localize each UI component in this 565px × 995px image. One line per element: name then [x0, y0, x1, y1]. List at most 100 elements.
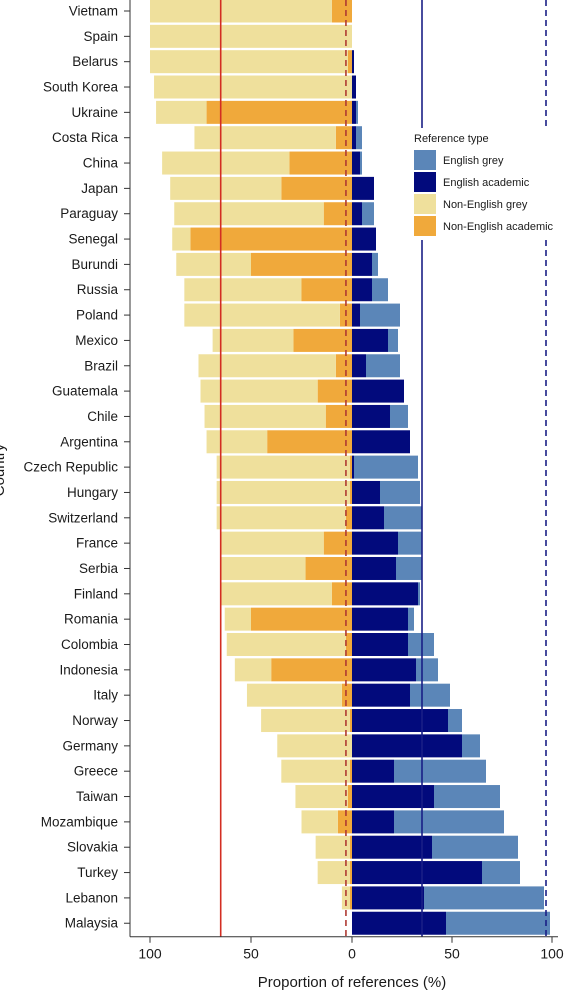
bar-mexico-non-english-grey: [212, 328, 294, 352]
x-tick-label-3: 50: [444, 946, 460, 962]
bar-argentina-non-english-grey: [206, 430, 268, 454]
category-label-chile: Chile: [87, 409, 118, 424]
bar-colombia-non-english-grey: [226, 633, 346, 656]
category-label-colombia: Colombia: [61, 637, 119, 652]
bar-france-english-grey: [398, 531, 422, 555]
bar-turkey-english-academic: [352, 861, 482, 885]
category-label-china: China: [83, 156, 119, 171]
bar-germany-english-academic: [352, 734, 462, 758]
bar-turkey-non-english-grey: [317, 861, 350, 885]
category-label-czech-republic: Czech Republic: [23, 460, 118, 475]
bar-lebanon-english-grey: [424, 886, 544, 910]
bar-switzerland-non-english-academic: [345, 506, 352, 530]
category-labels-layer: Vietnam Spain Belarus South Korea Ukraine Cos…: [23, 4, 118, 931]
bar-chile-non-english-academic: [325, 404, 352, 428]
legend-swatch-non-english-academic: [414, 216, 436, 236]
bar-mexico-non-english-academic: [293, 328, 352, 352]
bar-germany-non-english-grey: [277, 734, 352, 758]
bar-finland-non-english-academic: [331, 582, 352, 606]
bar-mexico-english-academic: [352, 328, 388, 352]
legend-swatch-non-english-grey: [414, 194, 436, 214]
bar-poland-english-academic: [352, 303, 360, 327]
bar-czech-republic-non-english-grey: [216, 455, 350, 479]
bar-japan-english-academic: [352, 176, 374, 200]
bar-brazil-non-english-academic: [335, 354, 352, 378]
bar-china-english-academic: [352, 151, 360, 175]
bar-greece-english-grey: [394, 759, 486, 783]
bar-japan-non-english-grey: [170, 176, 282, 200]
category-label-norway: Norway: [72, 713, 118, 728]
bar-colombia-english-grey: [408, 633, 434, 656]
bar-turkey-non-english-academic: [349, 861, 352, 885]
category-label-senegal: Senegal: [68, 232, 118, 247]
bar-burundi-non-english-academic: [251, 252, 352, 276]
bar-south-korea-non-english-grey: [154, 75, 352, 99]
bar-chile-english-academic: [352, 404, 390, 428]
y-axis-title: Country: [0, 443, 8, 496]
legend-swatch-english-grey: [414, 150, 436, 170]
bar-serbia-english-academic: [352, 556, 396, 580]
bar-mozambique-non-english-grey: [301, 810, 338, 834]
legend-title: Reference type: [414, 133, 489, 145]
bar-czech-republic-english-academic: [352, 455, 354, 479]
bar-costa-rica-english-academic: [352, 126, 356, 150]
category-label-slovakia: Slovakia: [67, 840, 119, 855]
category-label-ukraine: Ukraine: [71, 105, 118, 120]
category-label-russia: Russia: [77, 282, 119, 297]
bar-paraguay-non-english-grey: [174, 202, 324, 226]
bar-ukraine-english-grey: [356, 100, 358, 124]
bar-slovakia-non-english-grey: [315, 835, 350, 859]
bar-malaysia-english-grey: [446, 911, 550, 935]
bar-czech-republic-english-grey: [354, 455, 418, 479]
bar-hungary-non-english-academic: [349, 480, 352, 504]
bar-costa-rica-non-english-grey: [194, 126, 336, 150]
bar-mozambique-english-academic: [352, 810, 394, 834]
bar-malaysia-english-academic: [352, 911, 446, 935]
bar-vietnam-non-english-grey: [150, 0, 332, 23]
category-label-vietnam: Vietnam: [69, 4, 118, 19]
bar-italy-english-academic: [352, 683, 410, 707]
bar-guatemala-english-academic: [352, 379, 404, 403]
bar-greece-non-english-academic: [349, 759, 352, 783]
bar-italy-english-grey: [410, 683, 450, 707]
bar-romania-non-english-grey: [224, 607, 251, 631]
legend-label-english-grey: English grey: [443, 155, 504, 167]
category-label-turkey: Turkey: [77, 865, 118, 880]
x-tick-label-2: 0: [348, 946, 356, 962]
bar-finland-english-grey: [418, 582, 420, 606]
bar-brazil-non-english-grey: [198, 354, 336, 378]
bar-slovakia-non-english-academic: [349, 835, 352, 859]
bar-brazil-english-grey: [366, 354, 400, 378]
bar-finland-non-english-grey: [220, 582, 332, 606]
bar-poland-non-english-grey: [184, 303, 340, 327]
legend-swatch-english-academic: [414, 172, 436, 192]
bar-ukraine-non-english-academic: [206, 100, 352, 124]
category-label-paraguay: Paraguay: [60, 206, 118, 221]
category-label-finland: Finland: [74, 586, 118, 601]
bar-hungary-non-english-grey: [216, 480, 350, 504]
bar-poland-english-grey: [360, 303, 400, 327]
category-label-japan: Japan: [81, 181, 118, 196]
bar-colombia-english-academic: [352, 633, 408, 656]
bar-guatemala-non-english-grey: [200, 379, 318, 403]
bar-china-english-grey: [360, 151, 362, 175]
bar-vietnam-non-english-academic: [331, 0, 352, 23]
bar-burundi-english-grey: [372, 252, 378, 276]
x-tick-label-4: 100: [540, 946, 564, 962]
category-label-switzerland: Switzerland: [48, 510, 118, 525]
category-label-taiwan: Taiwan: [76, 789, 118, 804]
category-label-greece: Greece: [74, 764, 118, 779]
bar-slovakia-english-grey: [432, 835, 518, 859]
bar-serbia-non-english-grey: [220, 556, 306, 580]
bar-china-non-english-grey: [162, 151, 290, 175]
legend-label-non-english-grey: Non-English grey: [443, 199, 528, 211]
bar-brazil-english-academic: [352, 354, 366, 378]
bar-france-english-academic: [352, 531, 398, 555]
bar-italy-non-english-grey: [246, 683, 342, 707]
bar-norway-non-english-academic: [349, 709, 352, 733]
bar-ukraine-non-english-grey: [156, 100, 207, 124]
bar-burundi-english-academic: [352, 252, 372, 276]
bar-argentina-english-academic: [352, 430, 410, 454]
bar-switzerland-non-english-grey: [216, 506, 346, 530]
